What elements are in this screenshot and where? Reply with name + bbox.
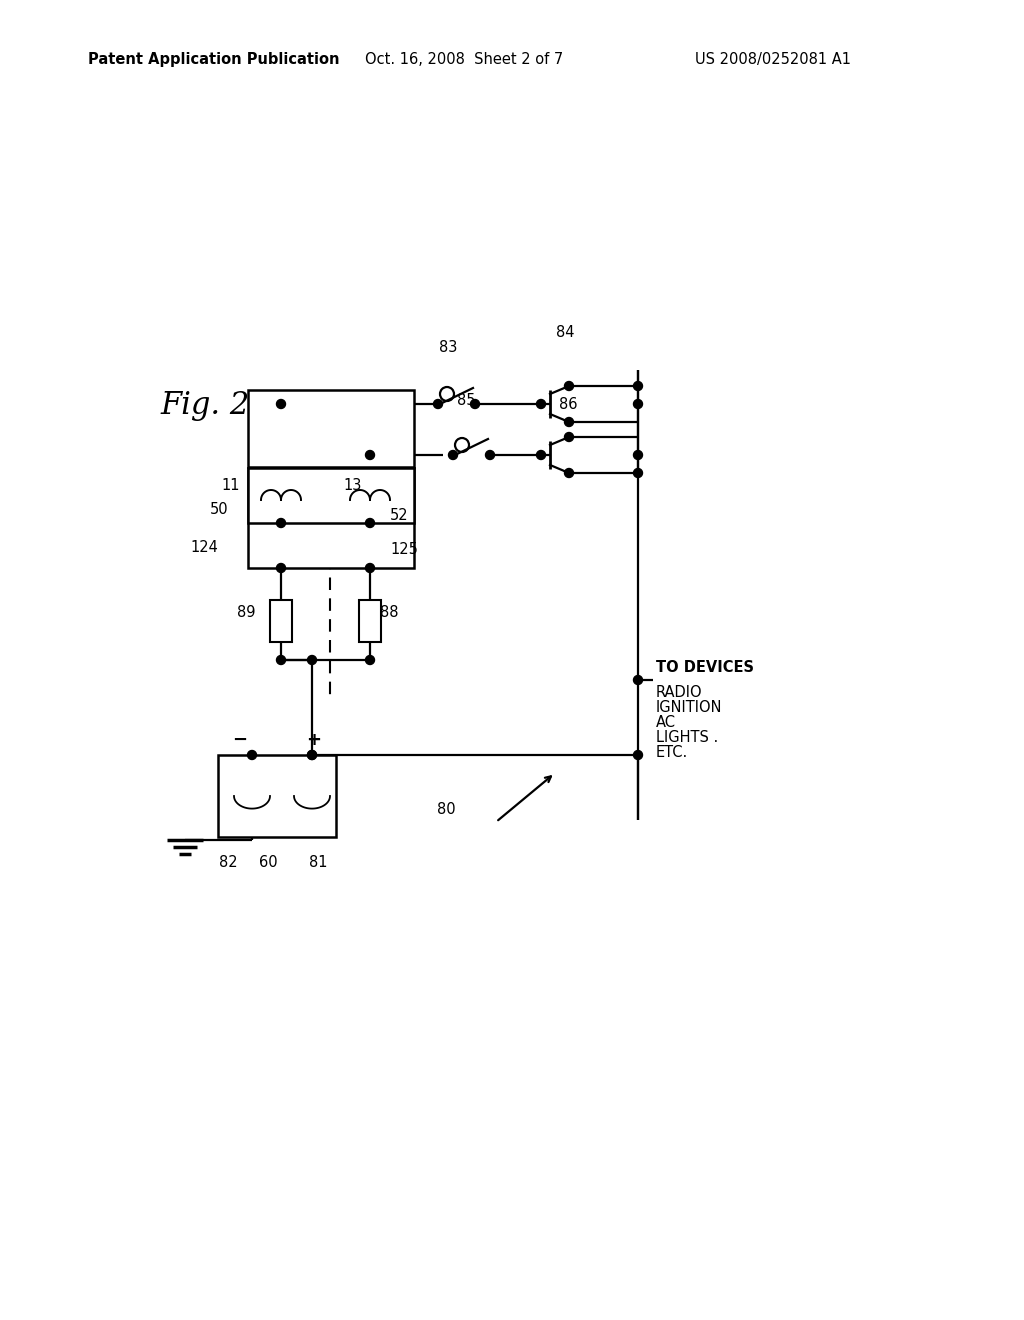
Circle shape (564, 381, 573, 391)
Circle shape (634, 676, 642, 685)
Circle shape (537, 400, 546, 408)
Text: 13: 13 (343, 478, 361, 492)
Circle shape (564, 433, 573, 441)
Circle shape (634, 450, 642, 459)
Text: 89: 89 (237, 605, 255, 620)
Text: Oct. 16, 2008  Sheet 2 of 7: Oct. 16, 2008 Sheet 2 of 7 (365, 51, 563, 67)
Text: 125: 125 (390, 543, 418, 557)
Text: 52: 52 (390, 507, 409, 523)
Text: Patent Application Publication: Patent Application Publication (88, 51, 340, 67)
Text: IGNITION: IGNITION (656, 700, 723, 715)
Text: −: − (232, 731, 248, 748)
Text: 82: 82 (219, 855, 238, 870)
Text: TO DEVICES: TO DEVICES (656, 660, 754, 675)
Circle shape (276, 400, 286, 408)
Text: 88: 88 (380, 605, 398, 620)
Bar (218, 755, 336, 837)
Text: 83: 83 (439, 341, 457, 355)
Text: 86: 86 (559, 397, 578, 412)
Bar (248, 389, 414, 467)
Text: 50: 50 (209, 503, 228, 517)
Bar (248, 469, 414, 523)
Text: Fig. 2: Fig. 2 (160, 389, 249, 421)
Circle shape (634, 751, 642, 759)
Text: 80: 80 (437, 803, 456, 817)
Circle shape (366, 519, 375, 528)
Circle shape (307, 656, 316, 664)
Circle shape (276, 656, 286, 664)
Circle shape (455, 438, 469, 451)
Circle shape (366, 450, 375, 459)
Circle shape (307, 751, 316, 759)
Circle shape (470, 400, 479, 408)
Text: 124: 124 (190, 540, 218, 556)
Text: 60: 60 (259, 855, 278, 870)
Text: 85: 85 (457, 393, 475, 408)
Bar (270, 601, 292, 642)
Circle shape (440, 387, 454, 401)
Text: 11: 11 (221, 478, 240, 492)
Circle shape (449, 450, 458, 459)
Circle shape (537, 450, 546, 459)
Circle shape (248, 751, 256, 759)
Text: LIGHTS .: LIGHTS . (656, 730, 718, 744)
Bar (359, 601, 381, 642)
Text: AC: AC (656, 715, 676, 730)
Text: +: + (306, 731, 322, 748)
Text: RADIO: RADIO (656, 685, 702, 700)
Circle shape (634, 381, 642, 391)
Bar (248, 469, 414, 568)
Circle shape (307, 751, 316, 759)
Circle shape (564, 417, 573, 426)
Circle shape (634, 400, 642, 408)
Text: 84: 84 (556, 325, 574, 341)
Text: 81: 81 (309, 855, 328, 870)
Circle shape (276, 564, 286, 573)
Circle shape (634, 469, 642, 478)
Circle shape (433, 400, 442, 408)
Circle shape (485, 450, 495, 459)
Circle shape (366, 656, 375, 664)
Text: US 2008/0252081 A1: US 2008/0252081 A1 (695, 51, 851, 67)
Circle shape (276, 519, 286, 528)
Text: ETC.: ETC. (656, 744, 688, 760)
Circle shape (366, 564, 375, 573)
Circle shape (564, 469, 573, 478)
